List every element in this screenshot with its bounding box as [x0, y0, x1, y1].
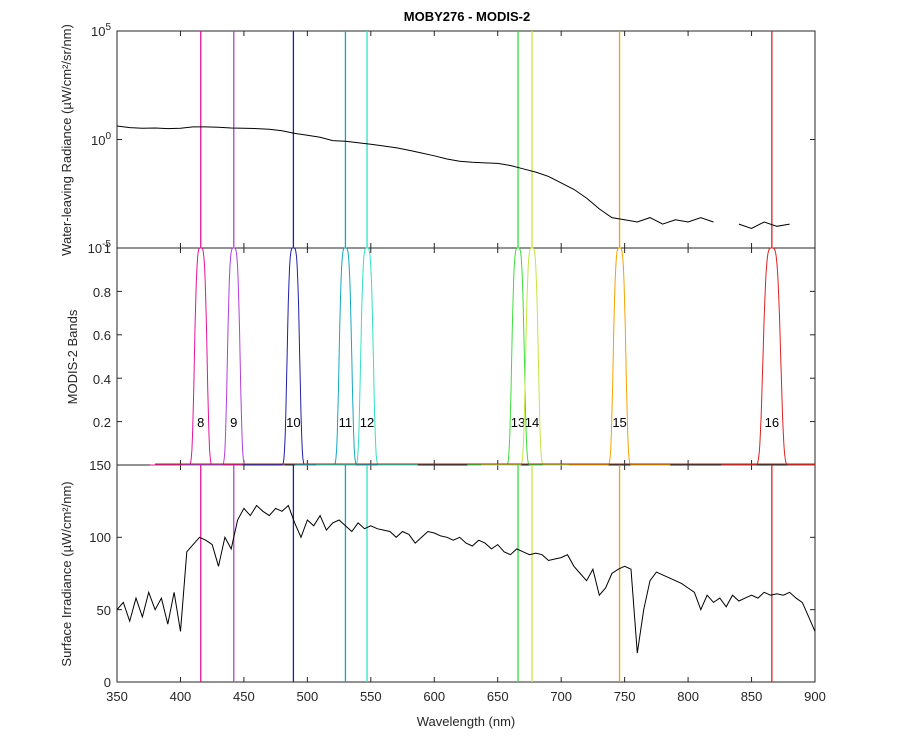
top-y-ticks: 105 100 10-5 [88, 22, 112, 256]
band-12-label: 12 [360, 415, 374, 430]
x-tick-label: 850 [741, 689, 763, 704]
x-tick-label: 600 [423, 689, 445, 704]
top-panel-plot [117, 31, 815, 248]
band-14-response [481, 247, 583, 466]
middle-panel-frame [116, 247, 816, 466]
top-y-tick-1e5: 105 [91, 22, 111, 39]
band-16-label: 16 [765, 415, 779, 430]
bottom-panel-plot [116, 465, 816, 682]
bottom-y-tick-100: 100 [89, 530, 111, 545]
band-16-response [721, 247, 815, 466]
band-8-response [150, 247, 252, 466]
x-tick-label: 400 [170, 689, 192, 704]
irradiance-series-line [116, 504, 816, 654]
middle-y-tick-06: 0.6 [93, 328, 111, 343]
x-tick-label: 800 [677, 689, 699, 704]
band-13-label: 13 [511, 415, 525, 430]
top-y-tick-1e-5: 10-5 [88, 239, 112, 256]
x-tick-label: 450 [233, 689, 255, 704]
x-tick-label: 750 [614, 689, 636, 704]
top-y-axis-label: Water-leaving Radiance (µW/cm²/sr/nm) [59, 24, 74, 256]
x-tick-label: 700 [550, 689, 572, 704]
bottom-y-tick-0: 0 [104, 675, 111, 690]
bottom-panel-frame [116, 464, 816, 683]
tick-marks [116, 30, 816, 683]
x-tick-labels: 350 400 450 500 550 600 650 700 750 800 850 900 [106, 689, 826, 704]
band-13-response [467, 247, 569, 466]
band-8-label: 8 [197, 415, 204, 430]
x-tick-label: 550 [360, 689, 382, 704]
x-tick-label: 900 [804, 689, 826, 704]
middle-panel-plot: 8 9 10 11 12 13 14 15 16 [150, 247, 815, 466]
radiance-series-line [117, 126, 815, 229]
bottom-y-tick-50: 50 [97, 603, 111, 618]
x-tick-label: 500 [297, 689, 319, 704]
bottom-y-ticks: 0 50 100 150 [89, 458, 111, 690]
top-panel-frame [116, 30, 816, 249]
band-11-response [294, 247, 397, 466]
middle-y-tick-1: 1 [104, 241, 111, 256]
band-9-label: 9 [230, 415, 237, 430]
middle-y-axis-label: MODIS-2 Bands [65, 309, 80, 404]
band-10-label: 10 [286, 415, 300, 430]
band-15-response [568, 247, 671, 466]
x-tick-label: 350 [106, 689, 128, 704]
top-y-tick-1e0: 100 [91, 131, 111, 148]
x-axis-label: Wavelength (nm) [417, 714, 516, 729]
band-12-response [316, 247, 418, 466]
chart-title: MOBY276 - MODIS-2 [404, 9, 530, 24]
band-14-label: 14 [525, 415, 539, 430]
middle-y-tick-02: 0.2 [93, 415, 111, 430]
bottom-y-axis-label: Surface Irradiance (µW/cm²/nm) [59, 481, 74, 666]
band-10-response [242, 247, 345, 466]
bottom-y-tick-150: 150 [89, 458, 111, 473]
middle-y-tick-08: 0.8 [93, 285, 111, 300]
middle-y-tick-04: 0.4 [93, 372, 111, 387]
middle-y-ticks: 0.2 0.4 0.6 0.8 1 [93, 241, 111, 430]
band-9-response [183, 247, 285, 466]
x-tick-label: 650 [487, 689, 509, 704]
band-15-label: 15 [612, 415, 626, 430]
band-11-label: 11 [339, 415, 353, 430]
